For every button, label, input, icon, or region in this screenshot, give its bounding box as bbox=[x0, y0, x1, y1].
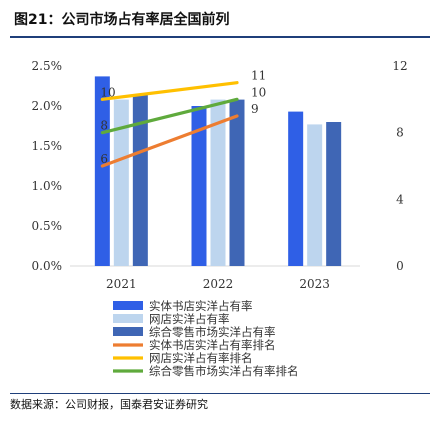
left-tick-label: 1.5% bbox=[32, 139, 63, 153]
source-rule bbox=[10, 393, 430, 394]
legend-swatch bbox=[113, 327, 143, 336]
bar bbox=[210, 99, 226, 266]
bar bbox=[307, 124, 323, 267]
data-label: 10 bbox=[100, 85, 115, 99]
legend-label: 实体书店实洋占有率 bbox=[149, 299, 253, 313]
legend-label: 综合零售市场实洋占有率 bbox=[149, 325, 276, 339]
right-tick-label: 4 bbox=[396, 192, 404, 206]
left-tick-label: 2.0% bbox=[32, 99, 63, 113]
x-tick-label: 2022 bbox=[203, 277, 234, 291]
bar bbox=[229, 99, 245, 266]
x-tick-label: 2023 bbox=[299, 277, 330, 291]
source-note: 数据来源：公司财报，国泰君安证券研究 bbox=[10, 398, 208, 411]
left-tick-label: 0.5% bbox=[32, 219, 63, 233]
legend-swatch bbox=[113, 314, 143, 323]
x-tick-label: 2021 bbox=[106, 277, 137, 291]
bar bbox=[326, 122, 342, 266]
data-label: 10 bbox=[251, 85, 266, 99]
bar bbox=[113, 99, 129, 266]
legend-label: 网店实洋占有率 bbox=[149, 312, 230, 326]
axes: 0.0% 0.5% 1.0% 1.5% 2.0% 2.5% 0 4 8 12 2021 2022 202… bbox=[32, 59, 408, 291]
data-label: 6 bbox=[100, 152, 108, 166]
legend-swatch bbox=[113, 301, 143, 310]
bars bbox=[94, 76, 342, 267]
right-tick-label: 0 bbox=[396, 259, 404, 273]
right-tick-label: 12 bbox=[392, 59, 407, 73]
legend-label: 网店实洋占有率排名 bbox=[149, 351, 253, 365]
left-tick-label: 1.0% bbox=[32, 179, 63, 193]
rank-line bbox=[100, 114, 239, 168]
right-tick-label: 8 bbox=[396, 126, 404, 140]
legend: 实体书店实洋占有率网店实洋占有率综合零售市场实洋占有率实体书店实洋占有率排名网店… bbox=[113, 299, 299, 378]
rank-line bbox=[100, 81, 239, 101]
bar bbox=[191, 106, 207, 266]
title-rule bbox=[10, 36, 430, 38]
lines: 6 9 10 11 8 10 bbox=[100, 69, 266, 168]
figure-title: 图21：公司市场占有率居全国前列 bbox=[14, 12, 230, 28]
left-tick-label: 0.0% bbox=[32, 259, 63, 273]
data-label: 8 bbox=[100, 119, 108, 133]
data-label: 11 bbox=[251, 69, 266, 83]
legend-label: 综合零售市场实洋占有率排名 bbox=[149, 364, 299, 378]
rank-line bbox=[100, 97, 239, 135]
data-label: 9 bbox=[251, 102, 259, 116]
bar bbox=[94, 76, 110, 267]
bar bbox=[132, 94, 148, 266]
legend-label: 实体书店实洋占有率排名 bbox=[149, 338, 276, 352]
bar bbox=[288, 111, 304, 266]
left-tick-label: 2.5% bbox=[32, 59, 63, 73]
